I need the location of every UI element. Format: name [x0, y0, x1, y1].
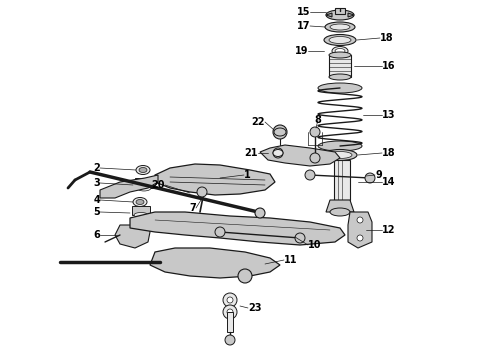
Circle shape — [305, 170, 315, 180]
Ellipse shape — [273, 149, 283, 157]
Text: 8: 8 — [315, 115, 321, 125]
Bar — [335, 8, 345, 14]
Polygon shape — [155, 164, 275, 195]
Ellipse shape — [133, 198, 147, 207]
Text: 19: 19 — [294, 46, 308, 56]
Circle shape — [295, 233, 305, 243]
Circle shape — [215, 227, 225, 237]
Ellipse shape — [329, 52, 351, 58]
Ellipse shape — [318, 83, 362, 93]
Polygon shape — [348, 212, 372, 248]
Text: 1: 1 — [244, 170, 251, 180]
Text: 6: 6 — [93, 230, 100, 240]
Ellipse shape — [323, 149, 357, 161]
Bar — [135, 178, 153, 188]
Circle shape — [225, 335, 235, 345]
Text: 17: 17 — [296, 21, 310, 31]
Ellipse shape — [324, 35, 356, 45]
Text: 10: 10 — [308, 240, 321, 250]
Polygon shape — [326, 13, 332, 17]
Circle shape — [310, 127, 320, 137]
Polygon shape — [260, 145, 340, 166]
Ellipse shape — [329, 74, 351, 80]
Bar — [329, 55, 351, 77]
Ellipse shape — [134, 212, 148, 217]
Circle shape — [223, 293, 237, 307]
Polygon shape — [348, 13, 354, 17]
Ellipse shape — [330, 208, 350, 216]
Ellipse shape — [335, 49, 345, 54]
Polygon shape — [326, 200, 354, 212]
Text: 18: 18 — [382, 148, 395, 158]
Text: 2: 2 — [93, 163, 100, 173]
Circle shape — [357, 217, 363, 223]
Ellipse shape — [330, 24, 350, 30]
Ellipse shape — [136, 166, 150, 175]
Circle shape — [197, 187, 207, 197]
Text: 14: 14 — [382, 177, 395, 187]
Ellipse shape — [274, 128, 286, 136]
Text: 9: 9 — [375, 170, 382, 180]
Text: 20: 20 — [151, 180, 165, 190]
Text: 16: 16 — [382, 61, 395, 71]
Text: 22: 22 — [251, 117, 265, 127]
Circle shape — [238, 269, 252, 283]
Circle shape — [255, 208, 265, 218]
Circle shape — [273, 148, 283, 158]
Ellipse shape — [136, 199, 144, 204]
Text: 23: 23 — [248, 303, 262, 313]
Ellipse shape — [137, 185, 151, 191]
Ellipse shape — [326, 10, 354, 20]
Text: 4: 4 — [93, 195, 100, 205]
Circle shape — [357, 235, 363, 241]
Circle shape — [227, 309, 233, 315]
Text: 13: 13 — [382, 110, 395, 120]
Bar — [132, 206, 150, 215]
Circle shape — [223, 305, 237, 319]
Text: 7: 7 — [189, 203, 196, 213]
Ellipse shape — [139, 167, 147, 172]
Text: 12: 12 — [382, 225, 395, 235]
Ellipse shape — [328, 152, 352, 158]
Text: 15: 15 — [296, 7, 310, 17]
Polygon shape — [130, 212, 345, 245]
Bar — [334, 160, 350, 200]
Text: 5: 5 — [93, 207, 100, 217]
Text: 21: 21 — [245, 148, 258, 158]
Circle shape — [365, 173, 375, 183]
Ellipse shape — [325, 22, 355, 32]
Circle shape — [310, 153, 320, 163]
Circle shape — [227, 297, 233, 303]
Circle shape — [273, 125, 287, 139]
Text: 11: 11 — [284, 255, 297, 265]
Polygon shape — [115, 225, 150, 248]
Text: 18: 18 — [380, 33, 393, 43]
Text: 3: 3 — [93, 178, 100, 188]
Polygon shape — [100, 175, 158, 198]
Bar — [227, 312, 233, 332]
Ellipse shape — [318, 141, 362, 151]
Ellipse shape — [332, 46, 348, 55]
Ellipse shape — [329, 36, 351, 44]
Polygon shape — [150, 248, 280, 278]
